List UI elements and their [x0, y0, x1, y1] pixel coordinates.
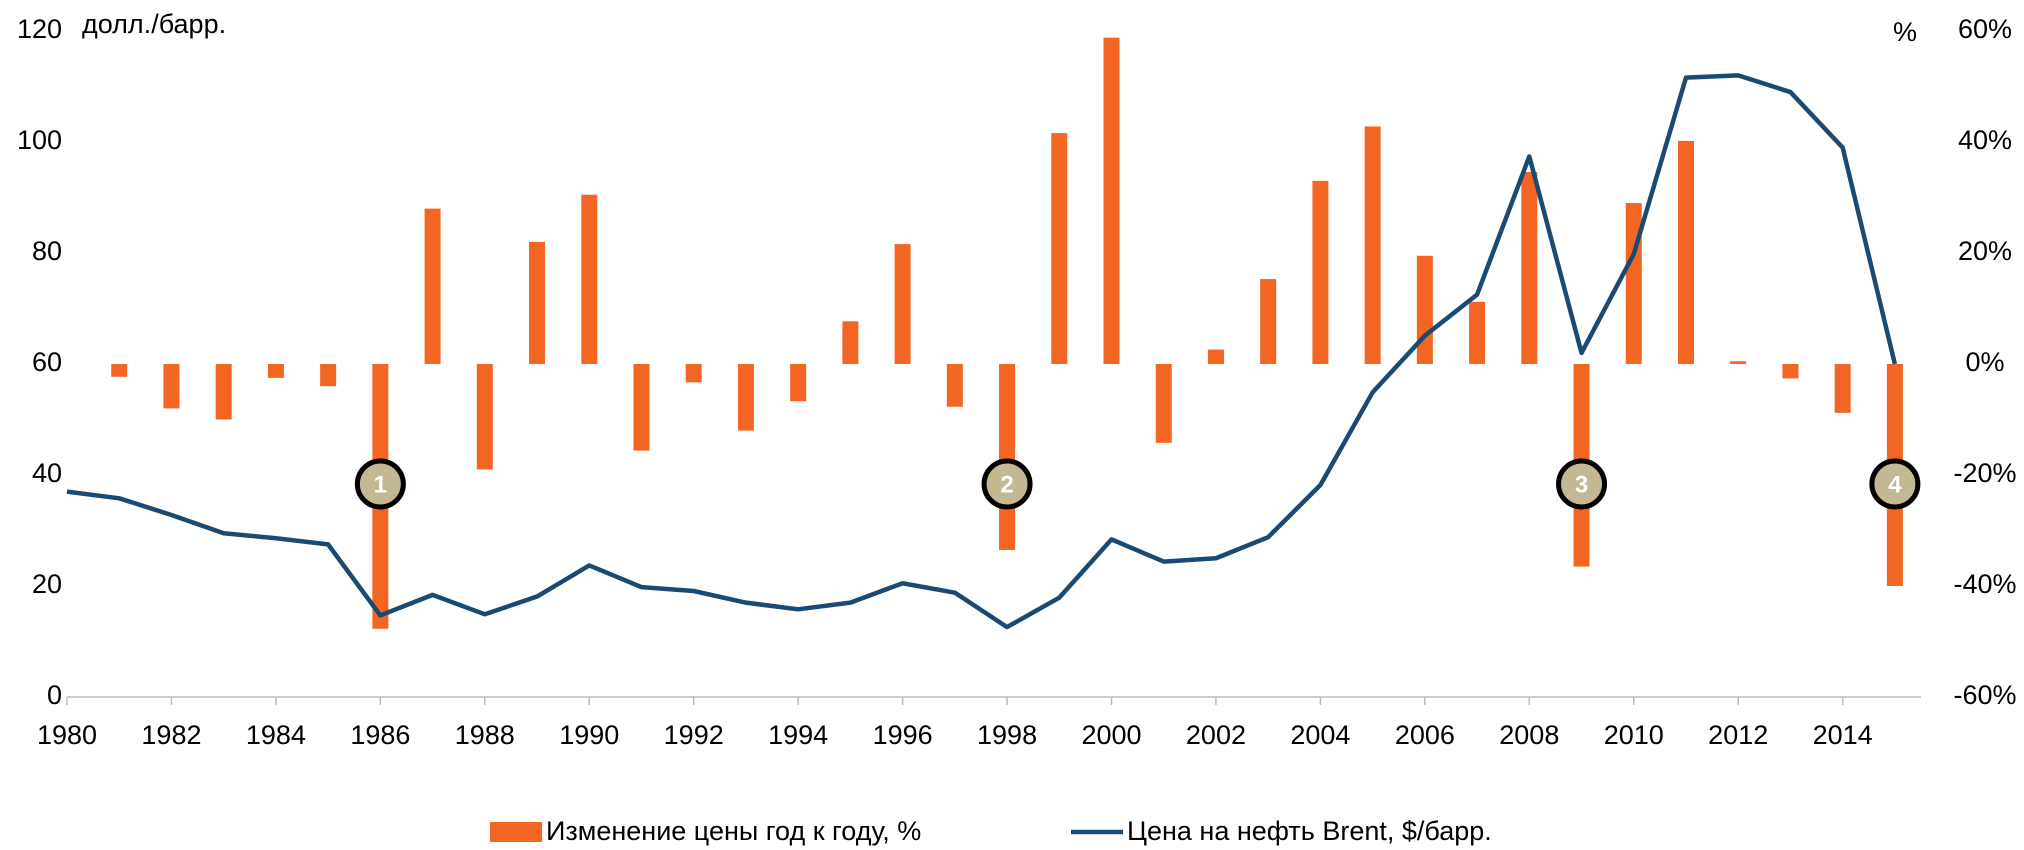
legend-label: Цена на нефть Brent, $/барр. [1127, 816, 1492, 846]
bar [1312, 180, 1329, 364]
bar [1051, 133, 1068, 364]
legend-label: Изменение цены год к году, % [546, 816, 921, 846]
x-tick-label: 1982 [141, 720, 201, 750]
y2-tick-label: 0% [1965, 347, 2004, 377]
bar [215, 364, 232, 420]
bar [1730, 361, 1747, 364]
bar [842, 321, 859, 364]
bar [581, 194, 598, 364]
x-tick-label: 1980 [37, 720, 97, 750]
y2-tick-label: 20% [1958, 236, 2012, 266]
x-tick-label: 2010 [1604, 720, 1664, 750]
bar [946, 364, 963, 407]
bar [267, 364, 284, 378]
y2-tick-label: -40% [1953, 569, 2016, 599]
y-tick-label: 60 [32, 347, 62, 377]
annotation-marker [1556, 458, 1608, 510]
x-tick-label: 1986 [350, 720, 410, 750]
x-tick-label: 2004 [1290, 720, 1350, 750]
annotation-label: 3 [1575, 471, 1588, 498]
x-tick-label: 2006 [1395, 720, 1455, 750]
bar [1677, 140, 1694, 364]
bar [999, 364, 1016, 550]
legend-swatch [490, 822, 542, 842]
x-tick-label: 2000 [1081, 720, 1141, 750]
price-line [66, 73, 1898, 630]
x-tick-label: 1994 [768, 720, 828, 750]
bar [1625, 203, 1642, 364]
bar [790, 364, 807, 402]
y-tick-label: 20 [32, 569, 62, 599]
bar [737, 364, 754, 431]
x-tick-label: 1996 [873, 720, 933, 750]
y-tick-label: 100 [17, 125, 62, 155]
annotation-marker [981, 458, 1033, 510]
bar [320, 364, 337, 387]
y-tick-label: 0 [47, 680, 62, 710]
x-tick-label: 1984 [246, 720, 306, 750]
annotation-marker [1869, 458, 1921, 510]
x-tick-label: 2014 [1813, 720, 1873, 750]
y2-tick-label: 40% [1958, 125, 2012, 155]
x-tick-label: 2002 [1186, 720, 1246, 750]
y2-axis-title: % [1893, 17, 1917, 47]
bar [685, 364, 702, 383]
x-tick-label: 2008 [1499, 720, 1559, 750]
y2-tick-label: -20% [1953, 458, 2016, 488]
bar [1260, 279, 1277, 364]
x-tick-label: 1992 [664, 720, 724, 750]
bar [1782, 364, 1799, 379]
bar [163, 364, 180, 409]
bar [529, 241, 546, 364]
bar [1521, 171, 1538, 364]
bar [111, 364, 128, 377]
bar [476, 364, 493, 470]
bar [1364, 126, 1381, 365]
bar [1207, 349, 1224, 364]
bar [1103, 37, 1120, 364]
x-tick-label: 2012 [1708, 720, 1768, 750]
bar [633, 364, 650, 451]
bar [1155, 364, 1172, 443]
bar [894, 244, 911, 364]
bar [424, 208, 441, 364]
y2-tick-label: 60% [1958, 14, 2012, 44]
bar [1834, 364, 1851, 413]
y-tick-label: 40 [32, 458, 62, 488]
x-tick-label: 1998 [977, 720, 1037, 750]
y2-tick-label: -60% [1953, 680, 2016, 710]
annotation-label: 2 [1000, 471, 1013, 498]
annotation-label: 4 [1888, 471, 1902, 498]
bar [1469, 301, 1486, 364]
bar [1416, 255, 1433, 364]
y-axis-title: долл./барр. [82, 9, 226, 39]
x-tick-label: 1988 [455, 720, 515, 750]
y-tick-label: 80 [32, 236, 62, 266]
annotation-marker [354, 458, 406, 510]
y-tick-label: 120 [17, 14, 62, 44]
x-tick-label: 1990 [559, 720, 619, 750]
annotation-label: 1 [374, 471, 387, 498]
